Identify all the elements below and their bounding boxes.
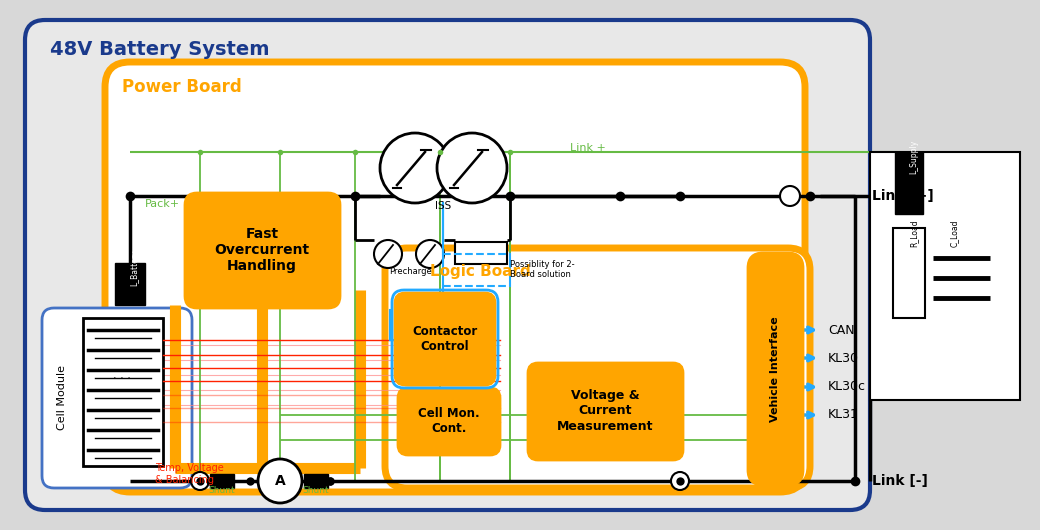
Bar — [210, 474, 234, 488]
Bar — [304, 474, 328, 488]
Text: · · ·: · · · — [113, 373, 131, 383]
Text: Power Board: Power Board — [122, 78, 241, 96]
Text: Cell Module: Cell Module — [57, 366, 67, 430]
Text: Shunt: Shunt — [209, 486, 235, 495]
Text: Precharge: Precharge — [389, 268, 432, 277]
Circle shape — [780, 186, 800, 206]
Text: Link [-]: Link [-] — [872, 474, 928, 488]
Bar — [83, 318, 163, 466]
Text: CAN: CAN — [828, 323, 855, 337]
Text: L_Supply: L_Supply — [909, 140, 918, 174]
Text: Voltage &
Current
Measurement: Voltage & Current Measurement — [556, 390, 653, 432]
FancyBboxPatch shape — [528, 363, 683, 460]
FancyBboxPatch shape — [185, 193, 340, 308]
Text: L_Battery: L_Battery — [130, 250, 139, 286]
Text: Link +: Link + — [570, 143, 606, 153]
Bar — [870, 152, 1020, 400]
Text: Logic Board: Logic Board — [430, 264, 530, 279]
FancyBboxPatch shape — [748, 253, 803, 485]
Circle shape — [258, 459, 302, 503]
Text: KL30: KL30 — [828, 351, 859, 365]
Text: KL30c: KL30c — [828, 381, 866, 393]
Text: Pack+: Pack+ — [145, 199, 180, 209]
Text: Fast
Overcurrent
Handling: Fast Overcurrent Handling — [214, 227, 310, 273]
Text: Temp, Voltage
& Balancing: Temp, Voltage & Balancing — [155, 463, 224, 484]
Text: Vehicle Interface: Vehicle Interface — [770, 316, 780, 422]
FancyBboxPatch shape — [105, 62, 805, 492]
Text: ISS: ISS — [435, 201, 451, 211]
Circle shape — [437, 133, 508, 203]
FancyBboxPatch shape — [395, 293, 495, 385]
Text: Link [+]: Link [+] — [872, 189, 934, 203]
Text: A: A — [275, 474, 285, 488]
Circle shape — [671, 472, 690, 490]
Text: 48V Battery System: 48V Battery System — [50, 40, 269, 59]
FancyBboxPatch shape — [398, 388, 500, 455]
Bar — [115, 263, 145, 305]
Text: R_Load: R_Load — [909, 219, 918, 247]
Bar — [456, 242, 508, 264]
Text: C_Load: C_Load — [950, 219, 959, 247]
FancyBboxPatch shape — [25, 20, 870, 510]
FancyBboxPatch shape — [42, 308, 192, 488]
Circle shape — [191, 472, 209, 490]
Bar — [895, 152, 924, 214]
Bar — [893, 228, 925, 318]
Text: Cell Mon.
Cont.: Cell Mon. Cont. — [418, 407, 479, 435]
FancyBboxPatch shape — [385, 248, 810, 488]
Text: KL31: KL31 — [828, 409, 859, 421]
Text: Possiblity for 2-
Board solution: Possiblity for 2- Board solution — [510, 260, 575, 279]
Circle shape — [380, 133, 450, 203]
Circle shape — [416, 240, 444, 268]
Circle shape — [374, 240, 402, 268]
Text: Contactor
Control: Contactor Control — [413, 325, 477, 353]
Text: Shunt: Shunt — [303, 486, 330, 495]
